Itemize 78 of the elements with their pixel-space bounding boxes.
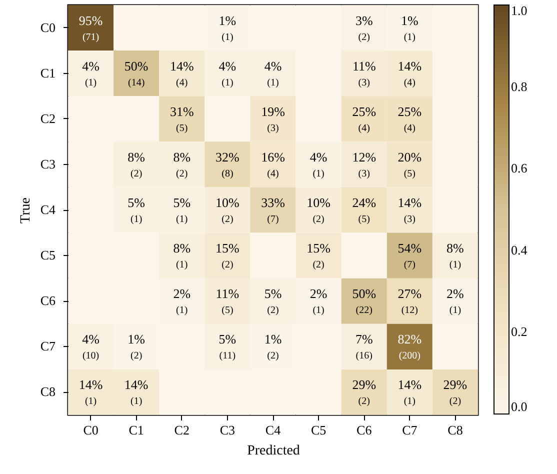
text: 10% (2) bbox=[216, 195, 240, 225]
color-bar-label: 0.2 bbox=[511, 324, 528, 340]
y-tick-label: C1 bbox=[40, 65, 56, 80]
text: 5% (1) bbox=[128, 195, 146, 225]
text: 27% (12) bbox=[398, 286, 422, 316]
text: 1% (2) bbox=[264, 332, 282, 362]
y-tick-label: C6 bbox=[40, 293, 56, 308]
y-tick-label: C2 bbox=[40, 110, 56, 126]
text: 8% (2) bbox=[128, 149, 146, 180]
text: 4% (1) bbox=[218, 58, 236, 88]
text: 15% (2) bbox=[306, 240, 330, 271]
text: 3% (2) bbox=[355, 12, 373, 43]
y-tick-label: C4 bbox=[40, 202, 56, 217]
text: 25% (4) bbox=[398, 104, 422, 134]
text: 16% (4) bbox=[261, 149, 285, 180]
text: 7% (16) bbox=[355, 332, 373, 362]
text: 4% (1) bbox=[264, 58, 282, 88]
text: 14% (4) bbox=[398, 58, 422, 88]
y-tick-label: C7 bbox=[40, 338, 56, 354]
y-tick-label: C5 bbox=[40, 248, 56, 263]
text: 5% (1) bbox=[173, 195, 191, 225]
text: 4% (10) bbox=[82, 332, 100, 362]
text: 32% (8) bbox=[216, 149, 240, 180]
text: 8% (1) bbox=[446, 240, 464, 271]
x-tick-label: C7 bbox=[402, 422, 418, 438]
x-tick-label: C1 bbox=[128, 422, 144, 438]
text: 1% (2) bbox=[128, 332, 146, 362]
text: 14% (1) bbox=[398, 377, 422, 408]
color-bar-label: 0.4 bbox=[511, 242, 528, 258]
text: 50% (22) bbox=[352, 286, 376, 316]
y-tick-label: C0 bbox=[40, 20, 56, 35]
y-tick-label: C8 bbox=[40, 384, 56, 400]
text: 33% (7) bbox=[261, 195, 285, 225]
text: 14% (4) bbox=[170, 58, 194, 88]
text: 8% (2) bbox=[173, 149, 191, 180]
text: 14% (3) bbox=[398, 195, 422, 225]
text: 8% (1) bbox=[173, 240, 191, 271]
text: 20% (5) bbox=[398, 149, 422, 180]
color-bar-label: 0.8 bbox=[511, 78, 528, 94]
text: 82% (200) bbox=[398, 332, 422, 362]
text: 29% (2) bbox=[443, 377, 468, 408]
text: 5% (2) bbox=[264, 286, 282, 316]
x-tick-label: C4 bbox=[265, 422, 282, 438]
text: 11% (3) bbox=[352, 58, 376, 88]
text: 50% (14) bbox=[124, 58, 148, 88]
y-axis-title: True bbox=[18, 198, 34, 224]
x-tick-label: C6 bbox=[356, 422, 372, 438]
x-tick-label: C2 bbox=[174, 422, 190, 438]
color-bar-label: 0.0 bbox=[511, 399, 528, 414]
text: 2% (1) bbox=[173, 286, 191, 316]
text: 5% (11) bbox=[218, 332, 236, 362]
text: 10% (2) bbox=[306, 195, 330, 225]
text: 4% (1) bbox=[310, 149, 328, 180]
x-tick-label: C5 bbox=[310, 422, 326, 438]
text: 24% (5) bbox=[352, 195, 376, 225]
text: 29% (2) bbox=[352, 377, 376, 408]
text: 54% (7) bbox=[398, 240, 422, 271]
text: 14% (1) bbox=[78, 377, 103, 408]
text: 19% (3) bbox=[261, 104, 285, 134]
text: 1% (1) bbox=[218, 12, 236, 43]
text: 12% (3) bbox=[352, 149, 376, 180]
text: 31% (5) bbox=[170, 104, 194, 134]
text: 25% (4) bbox=[352, 104, 376, 134]
y-tick-label: C3 bbox=[40, 156, 56, 172]
color-bar-label: 0.6 bbox=[511, 160, 528, 176]
text: 1% (1) bbox=[400, 12, 418, 43]
text: 95% (71) bbox=[78, 12, 103, 43]
x-tick-label: C0 bbox=[83, 422, 98, 438]
text: 11% (5) bbox=[216, 286, 240, 316]
text: 4% (1) bbox=[82, 58, 100, 88]
text: 2% (1) bbox=[310, 286, 328, 316]
text: 15% (2) bbox=[216, 240, 240, 271]
x-tick-label: C3 bbox=[220, 422, 236, 438]
text: 14% (1) bbox=[124, 377, 148, 408]
text: 2% (1) bbox=[446, 286, 464, 316]
x-tick-label: C8 bbox=[448, 422, 463, 438]
color-bar-label: 1.0 bbox=[511, 3, 528, 18]
x-axis-title: Predicted bbox=[247, 444, 300, 458]
